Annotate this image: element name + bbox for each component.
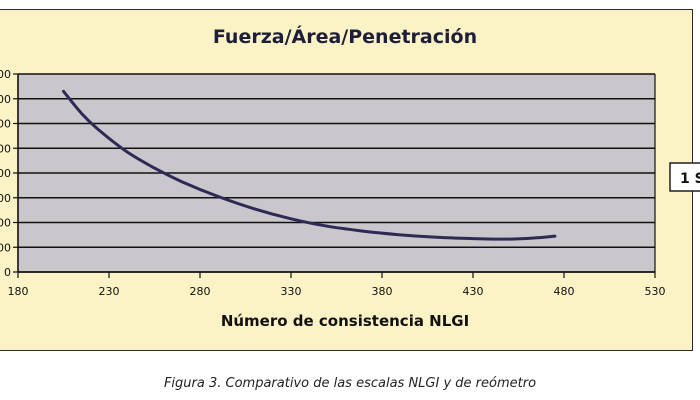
- x-tick-label: 480: [554, 285, 575, 298]
- x-tick-label: 230: [99, 285, 120, 298]
- y-tick-label: 0: [4, 266, 11, 279]
- y-tick-label: 00: [0, 142, 11, 155]
- chart-title: Fuerza/Área/Penetración: [212, 26, 478, 48]
- x-tick-label: 180: [8, 285, 29, 298]
- x-tick-label: 430: [463, 285, 484, 298]
- legend-label: 1 S: [680, 171, 700, 187]
- x-tick-label: 380: [372, 285, 393, 298]
- y-tick-label: 00: [0, 118, 11, 131]
- x-tick-label: 280: [190, 285, 211, 298]
- series-line: [62, 89, 557, 241]
- x-axis-label: Número de consistencia NLGI: [220, 312, 470, 330]
- y-tick-label: 00: [0, 241, 11, 254]
- figure-caption: Figura 3. Comparativo de las escalas NLG…: [163, 376, 537, 391]
- y-tick-label: 00: [0, 68, 11, 81]
- y-tick-label: 00: [0, 167, 11, 180]
- y-tick-label: 00: [0, 217, 11, 230]
- x-tick-label: 530: [645, 285, 666, 298]
- y-tick-label: 00: [0, 93, 11, 106]
- legend-box: [669, 162, 700, 192]
- y-tick-label: 00: [0, 192, 11, 205]
- x-tick-label: 330: [281, 285, 302, 298]
